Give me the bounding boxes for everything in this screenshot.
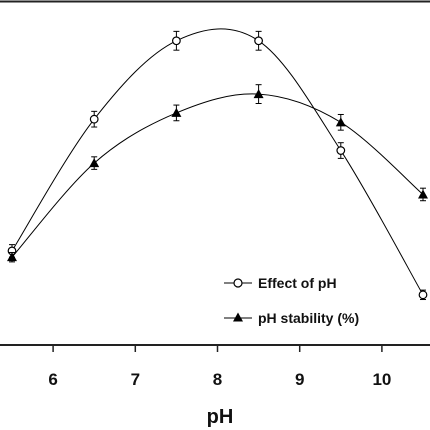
legend: Effect of pH pH stability (%) <box>224 275 359 326</box>
x-tick-label: 9 <box>295 370 304 389</box>
x-tick-label: 10 <box>372 370 391 389</box>
x-ticks: 6 7 8 9 10 <box>48 345 391 389</box>
series-points <box>7 30 428 301</box>
legend-marker-effect-of-ph <box>233 278 243 288</box>
x-axis-title: pH <box>207 406 234 428</box>
data-point-ph-stability <box>89 158 100 168</box>
x-tick-label: 8 <box>213 370 222 389</box>
series-line-1 <box>11 93 424 258</box>
data-point-effect-of-ph <box>89 114 99 124</box>
data-point-effect-of-ph <box>254 36 264 46</box>
legend-item-effect-of-ph: Effect of pH <box>224 275 337 291</box>
data-point-effect-of-ph <box>171 36 181 46</box>
data-point-effect-of-ph <box>418 290 428 300</box>
data-point-ph-stability <box>7 252 17 262</box>
x-tick-label: 7 <box>131 370 140 389</box>
legend-label-effect-of-ph: Effect of pH <box>258 275 337 291</box>
data-point-ph-stability <box>253 89 264 99</box>
legend-label-ph-stability: pH stability (%) <box>258 310 359 326</box>
series-lines <box>11 28 424 296</box>
x-tick-label: 6 <box>48 370 57 389</box>
series-line-0 <box>11 28 424 296</box>
data-point-effect-of-ph <box>336 146 346 155</box>
legend-item-ph-stability: pH stability (%) <box>224 310 359 326</box>
data-point-ph-stability <box>418 189 428 199</box>
data-point-ph-stability <box>335 117 346 127</box>
data-point-ph-stability <box>171 107 182 117</box>
legend-marker-ph-stability <box>233 312 243 322</box>
